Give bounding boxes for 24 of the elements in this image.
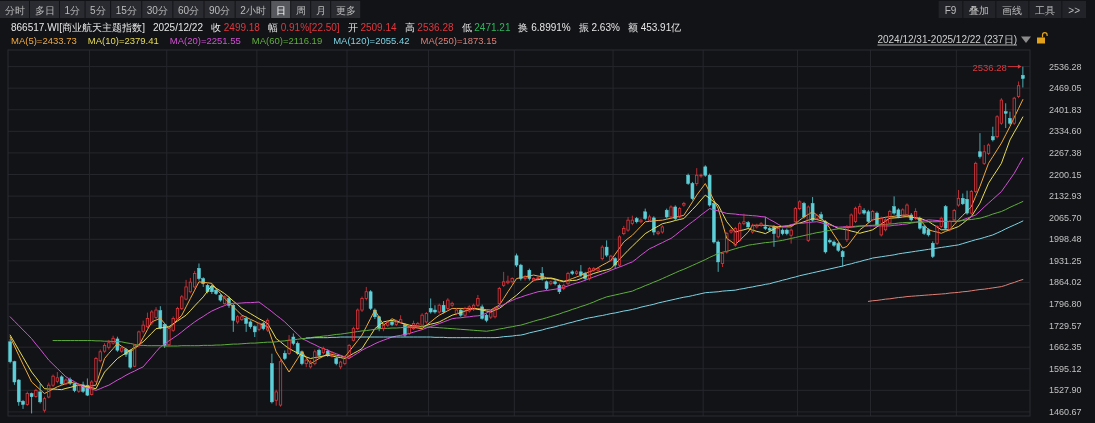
y-tick-label: 1796.80 (1049, 299, 1082, 310)
y-tick-label: 2132.93 (1049, 191, 1082, 202)
y-tick-label: 1527.90 (1049, 385, 1082, 396)
line-series (305, 220, 1024, 339)
date-range: 2024/12/31-2025/12/22 (237日) (877, 34, 1018, 46)
line-series (867, 279, 1024, 302)
y-tick-label: 2267.38 (1049, 147, 1082, 158)
y-tick-label: 1729.57 (1049, 320, 1082, 331)
y-tick-label: 1460.67 (1049, 406, 1082, 417)
y-tick-label: 2536.28 (1049, 61, 1082, 72)
info: 866517.WI[商业航天主题指数] 2025/12/22 收 2499.18 幅 0.91%[22.50] 开 2509.14 高 2536.28 低 2471.21 换 6.8991% 振 2.63% 额 453.91亿 (11, 22, 682, 33)
y-tick-label: 1595.12 (1049, 363, 1082, 374)
y-tick-label: 2401.83 (1049, 104, 1082, 115)
y-tick-label: 1864.02 (1049, 277, 1082, 288)
y-tick-label: 2469.05 (1049, 83, 1082, 94)
y-tick-label: 1931.25 (1049, 255, 1082, 266)
y-tick-label: 1662.35 (1049, 342, 1082, 353)
legend: MA(5)=2433.73 MA(10)=2379.41 MA(20)=2251.55 MA(60)=2116.19 MA(120)=2055.42 MA(250)=1873.15 (11, 35, 497, 46)
toolbar: 分时 多日 1分 5分 15分 30分 60分 90分 2小时 日 周 月 更多 F9 叠加 画线 工具 >> (0, 1, 1086, 18)
y-tick-label: 2334.60 (1049, 126, 1082, 137)
annotation: 2536.28 (972, 61, 1007, 73)
y-tick-label: 2065.70 (1049, 212, 1082, 223)
y-tick-label: 1998.48 (1049, 234, 1082, 245)
y-tick-label: 2200.15 (1049, 169, 1082, 180)
